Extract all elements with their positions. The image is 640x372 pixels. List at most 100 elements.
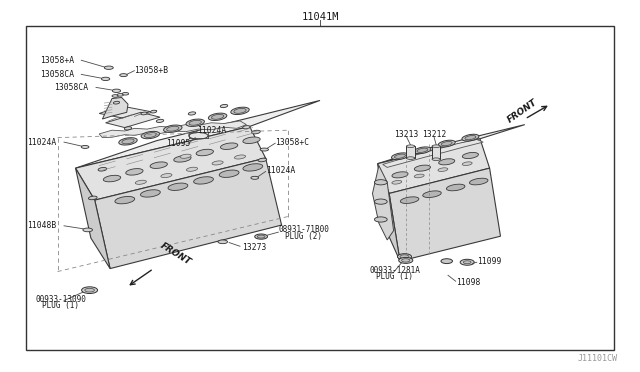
Ellipse shape (234, 155, 246, 159)
Ellipse shape (194, 177, 213, 184)
Ellipse shape (243, 164, 262, 171)
Text: FRONT: FRONT (159, 241, 193, 267)
Ellipse shape (141, 112, 147, 115)
Text: J11101CW: J11101CW (578, 354, 618, 363)
Ellipse shape (220, 170, 239, 177)
Ellipse shape (417, 148, 428, 153)
Ellipse shape (113, 89, 120, 92)
Ellipse shape (211, 114, 224, 119)
Ellipse shape (392, 153, 408, 160)
Text: 13273: 13273 (242, 243, 266, 252)
Polygon shape (389, 168, 500, 261)
Ellipse shape (102, 77, 110, 80)
Ellipse shape (438, 168, 448, 171)
Ellipse shape (414, 174, 424, 178)
Text: 11099: 11099 (477, 257, 501, 266)
Text: PLUG (1): PLUG (1) (376, 272, 413, 281)
Polygon shape (102, 97, 128, 119)
Ellipse shape (141, 190, 160, 197)
Ellipse shape (414, 147, 431, 154)
Ellipse shape (243, 137, 260, 144)
Ellipse shape (113, 101, 120, 104)
Ellipse shape (156, 119, 164, 122)
Ellipse shape (406, 145, 415, 147)
Ellipse shape (125, 169, 143, 175)
Ellipse shape (255, 234, 268, 239)
Ellipse shape (117, 94, 124, 96)
Text: 11024A: 11024A (266, 166, 295, 175)
Ellipse shape (120, 74, 127, 77)
Ellipse shape (462, 162, 472, 166)
Ellipse shape (168, 183, 188, 190)
Ellipse shape (98, 167, 107, 171)
Ellipse shape (124, 127, 132, 130)
Ellipse shape (234, 108, 246, 113)
Ellipse shape (441, 259, 452, 264)
Ellipse shape (243, 126, 250, 129)
Bar (26, 26, 614, 350)
Ellipse shape (115, 196, 134, 204)
Ellipse shape (189, 120, 202, 125)
Ellipse shape (257, 235, 265, 238)
Text: 00933-1281A: 00933-1281A (370, 266, 420, 275)
Ellipse shape (394, 154, 406, 158)
Ellipse shape (150, 162, 168, 169)
Ellipse shape (88, 196, 97, 200)
Text: 13058+A: 13058+A (40, 56, 74, 65)
Text: 13058CA: 13058CA (40, 70, 74, 79)
Ellipse shape (212, 161, 223, 165)
Ellipse shape (196, 149, 214, 156)
Ellipse shape (122, 139, 134, 144)
Ellipse shape (104, 66, 113, 69)
Text: 13213: 13213 (394, 130, 418, 139)
Polygon shape (76, 168, 110, 269)
Polygon shape (378, 139, 490, 193)
Ellipse shape (186, 119, 204, 126)
Text: 08931-71B00: 08931-71B00 (278, 225, 329, 234)
Ellipse shape (258, 158, 267, 162)
Ellipse shape (81, 145, 89, 148)
Polygon shape (378, 164, 400, 261)
Ellipse shape (189, 132, 208, 139)
Ellipse shape (82, 287, 98, 294)
Ellipse shape (83, 228, 93, 232)
Ellipse shape (465, 135, 476, 140)
Ellipse shape (119, 138, 137, 145)
Ellipse shape (447, 184, 465, 191)
Ellipse shape (414, 165, 431, 171)
Ellipse shape (462, 153, 479, 158)
Ellipse shape (260, 148, 269, 151)
Polygon shape (99, 121, 246, 138)
Text: 11098: 11098 (456, 278, 480, 287)
Ellipse shape (432, 145, 440, 147)
Text: 11041M: 11041M (301, 12, 339, 22)
Ellipse shape (166, 126, 179, 131)
Text: 11024A: 11024A (27, 138, 56, 147)
Text: 13058CA: 13058CA (54, 83, 88, 92)
Ellipse shape (218, 240, 228, 244)
Ellipse shape (374, 180, 387, 185)
Polygon shape (383, 140, 483, 167)
Ellipse shape (112, 95, 118, 97)
Polygon shape (378, 125, 525, 164)
Text: 11048B: 11048B (27, 221, 56, 230)
Ellipse shape (251, 176, 259, 179)
Ellipse shape (135, 180, 147, 185)
Ellipse shape (85, 288, 95, 292)
Text: 11095: 11095 (166, 139, 191, 148)
Text: 11024A: 11024A (197, 126, 227, 135)
Ellipse shape (144, 132, 157, 138)
Ellipse shape (164, 125, 182, 132)
Ellipse shape (392, 172, 408, 178)
Ellipse shape (402, 259, 410, 262)
Text: FRONT: FRONT (506, 97, 539, 125)
Ellipse shape (438, 159, 455, 165)
Ellipse shape (463, 261, 471, 264)
Ellipse shape (374, 217, 387, 222)
Ellipse shape (460, 259, 474, 265)
Ellipse shape (161, 173, 172, 178)
Ellipse shape (462, 134, 479, 141)
Ellipse shape (441, 141, 452, 146)
Polygon shape (76, 100, 320, 168)
Polygon shape (76, 126, 266, 200)
